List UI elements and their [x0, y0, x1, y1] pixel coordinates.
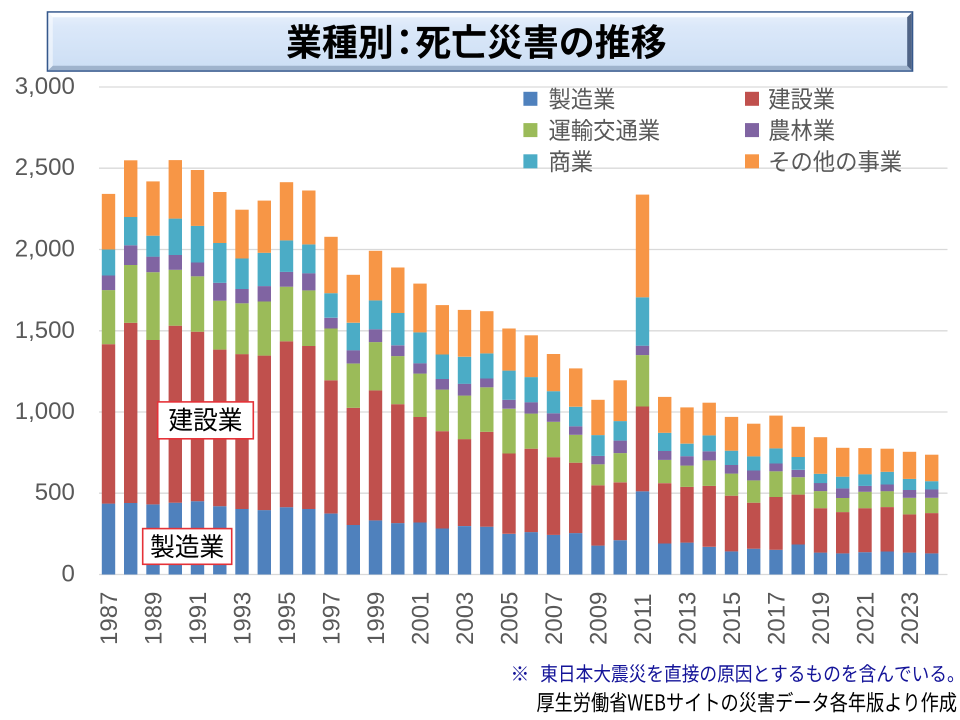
- svg-text:2009: 2009: [586, 592, 613, 645]
- svg-text:2023: 2023: [897, 592, 924, 645]
- svg-text:2,500: 2,500: [15, 154, 75, 181]
- svg-text:0: 0: [61, 561, 74, 588]
- svg-text:1999: 1999: [363, 592, 390, 645]
- svg-text:2005: 2005: [497, 592, 524, 645]
- svg-text:2001: 2001: [408, 592, 435, 645]
- svg-text:1995: 1995: [274, 592, 301, 645]
- svg-text:1,500: 1,500: [15, 317, 75, 344]
- svg-text:2,000: 2,000: [15, 236, 75, 263]
- svg-text:1993: 1993: [230, 592, 257, 645]
- svg-text:2007: 2007: [541, 592, 568, 645]
- svg-text:2015: 2015: [719, 592, 746, 645]
- svg-text:1989: 1989: [141, 592, 168, 645]
- svg-text:2021: 2021: [853, 592, 880, 645]
- svg-text:2019: 2019: [808, 592, 835, 645]
- svg-text:1997: 1997: [319, 592, 346, 645]
- svg-text:1,000: 1,000: [15, 398, 75, 425]
- svg-text:1987: 1987: [96, 592, 123, 645]
- svg-text:2011: 2011: [630, 593, 657, 645]
- svg-text:1991: 1991: [185, 592, 212, 645]
- svg-text:2017: 2017: [764, 592, 791, 645]
- svg-text:500: 500: [35, 479, 75, 506]
- svg-text:2013: 2013: [675, 592, 702, 645]
- svg-text:2003: 2003: [452, 592, 479, 645]
- svg-text:3,000: 3,000: [15, 73, 75, 100]
